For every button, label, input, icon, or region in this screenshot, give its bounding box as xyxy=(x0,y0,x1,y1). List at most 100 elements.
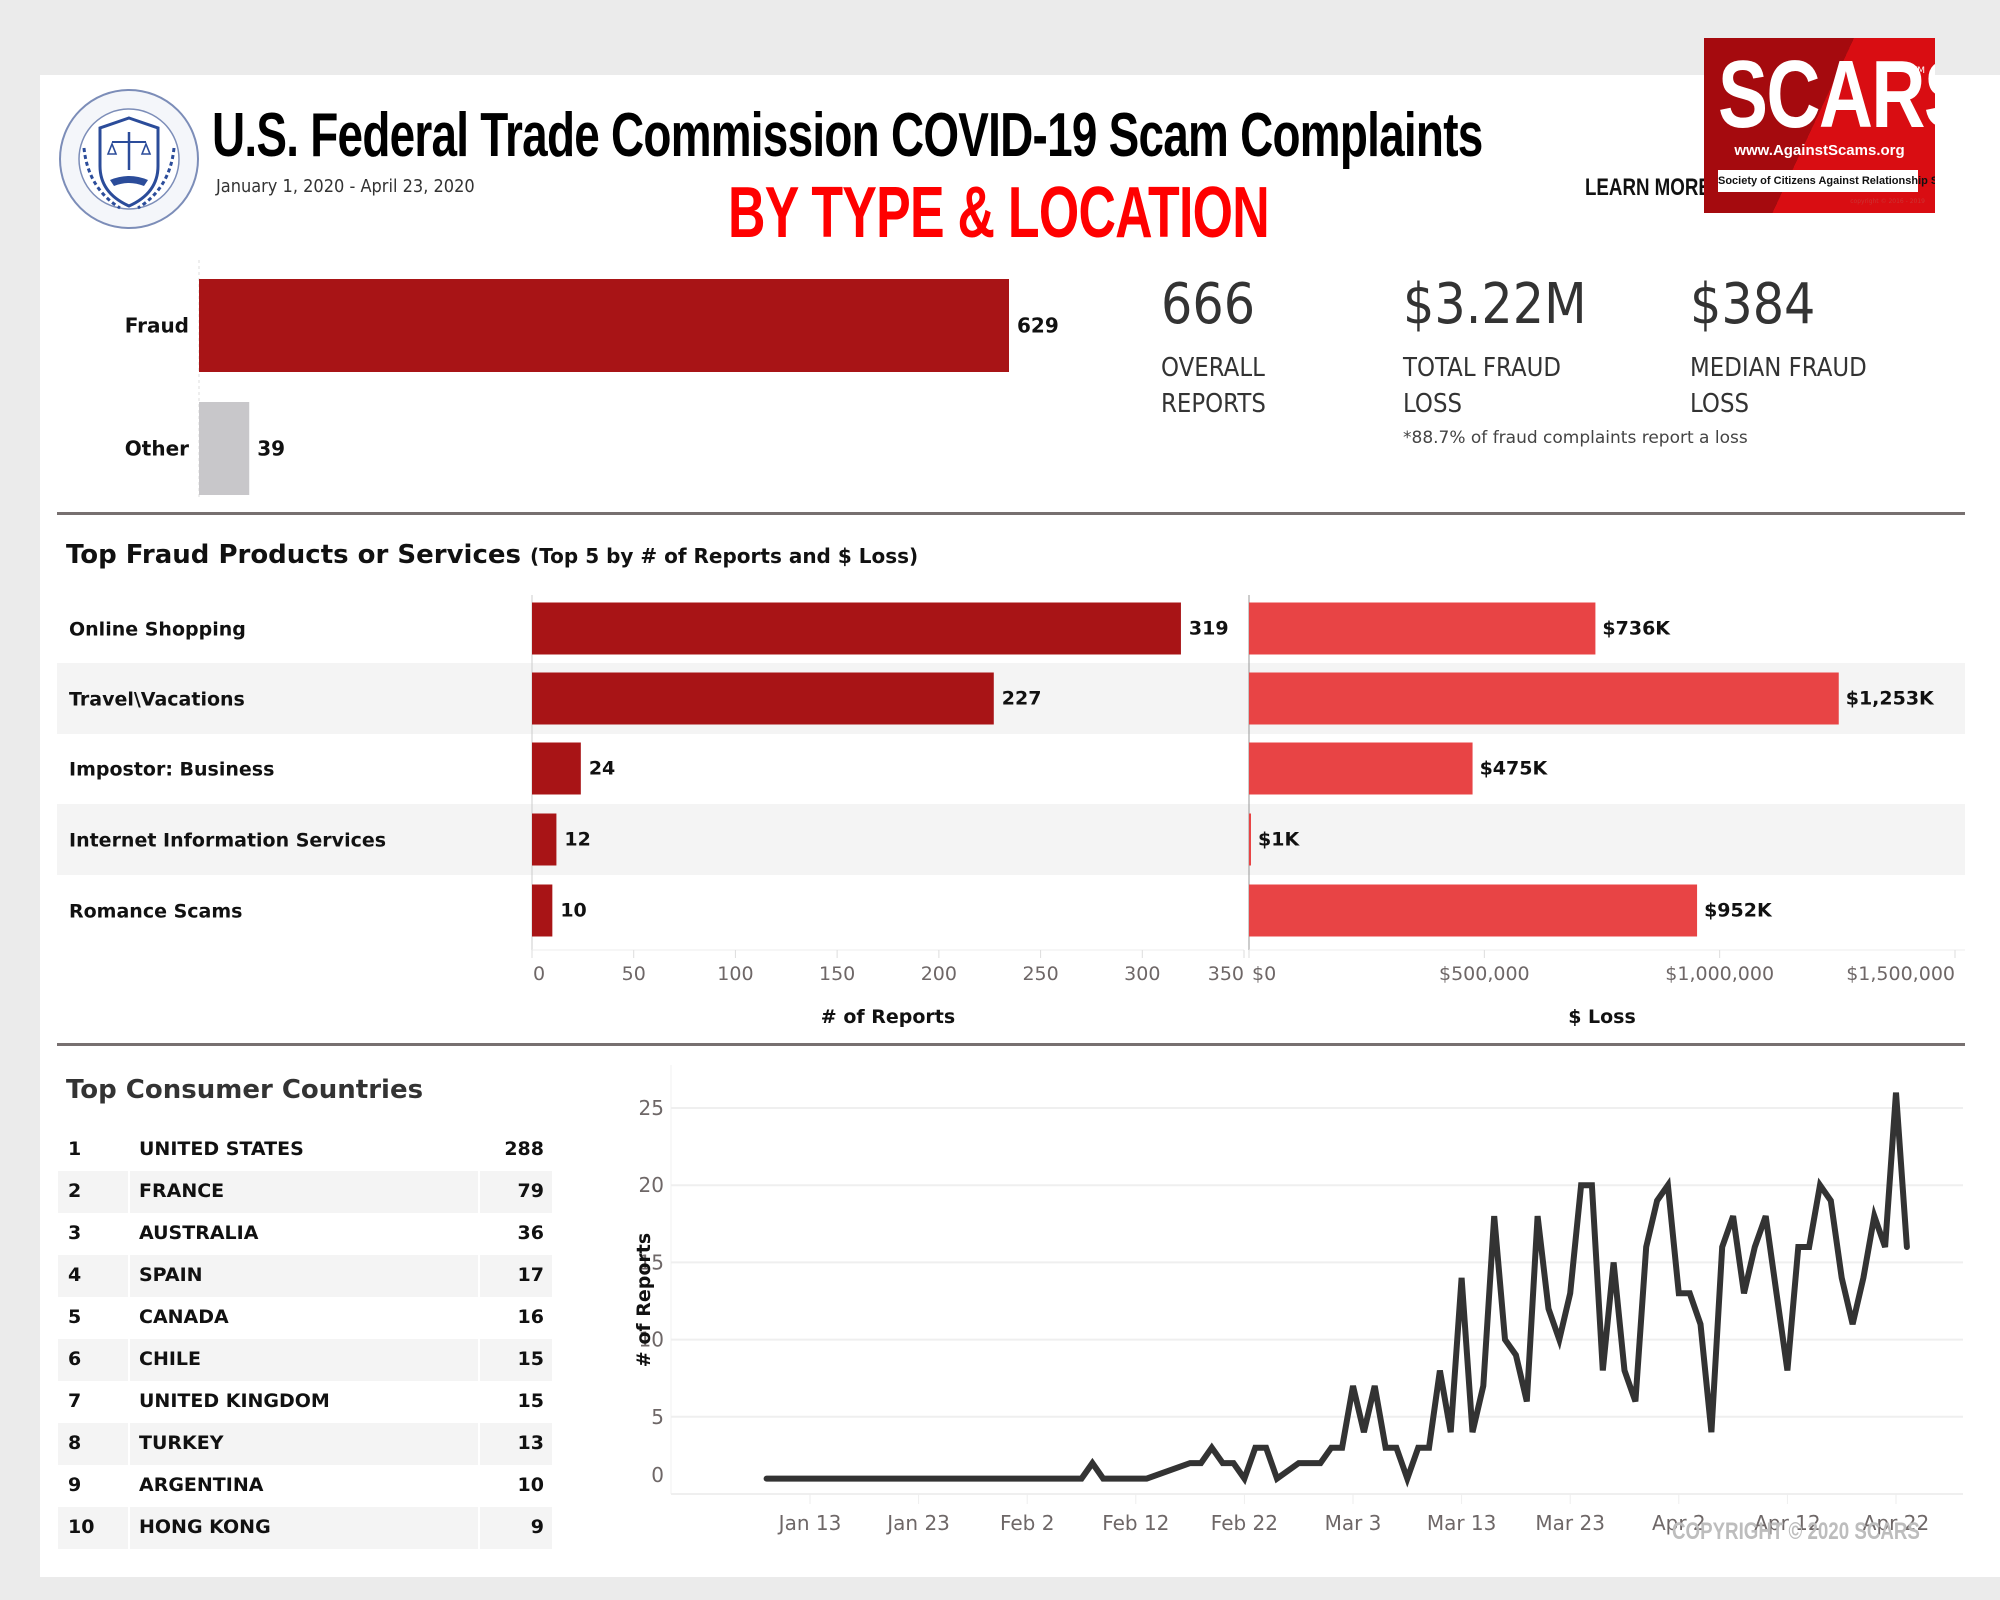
x-tick-label: Feb 12 xyxy=(1102,1511,1169,1535)
bar-fraud xyxy=(199,279,1009,372)
y-tick-label: 15 xyxy=(639,1250,664,1274)
page-title: U.S. Federal Trade Commission COVID-19 S… xyxy=(212,101,1483,170)
kpi-total-loss-label: TOTAL FRAUD LOSS xyxy=(1403,350,1561,422)
scars-logo[interactable]: SCARS TM www.AgainstScams.org Society of… xyxy=(1704,38,1935,213)
country-row: 2 FRANCE 79 xyxy=(58,1171,552,1213)
country-name: SPAIN xyxy=(139,1264,203,1286)
section-subtitle-text: (Top 5 by # of Reports and $ Loss) xyxy=(530,544,919,568)
x-tick-label: Apr 2 xyxy=(1652,1511,1706,1535)
kpi-overall-reports-value: 666 xyxy=(1161,272,1256,337)
loss-value-label: $736K xyxy=(1602,618,1671,640)
reports-tick-label: 300 xyxy=(1124,963,1160,985)
reports-tick-label: 0 xyxy=(533,963,545,985)
fraud-products-chart: Online Shopping 319 $736K Travel\Vacations 2… xyxy=(57,595,1965,1028)
cell-divider xyxy=(478,1171,480,1213)
kpi-label-line: MEDIAN FRAUD xyxy=(1690,353,1867,383)
reports-bar xyxy=(532,813,557,866)
reports-bar xyxy=(532,742,581,795)
loss-bar xyxy=(1249,742,1473,795)
country-row: 5 CANADA 16 xyxy=(58,1297,552,1339)
country-count: 16 xyxy=(517,1306,544,1328)
country-rank: 5 xyxy=(68,1306,82,1328)
country-count: 10 xyxy=(517,1474,544,1496)
country-rank: 9 xyxy=(68,1474,82,1496)
reports-axis-title: # of Reports xyxy=(821,1006,955,1028)
country-count: 13 xyxy=(517,1432,544,1454)
y-tick-label: 0 xyxy=(651,1463,664,1487)
cell-divider xyxy=(128,1507,130,1549)
reports-bar xyxy=(532,602,1181,655)
product-label: Internet Information Services xyxy=(69,830,386,852)
countries-table: 1 UNITED STATES 288 2 FRANCE 79 3 AUSTRALIA 36 4 S… xyxy=(58,1129,552,1549)
copyright-watermark: COPYRIGHT © 2020 SCARS xyxy=(1672,1518,1920,1545)
country-row: 9 ARGENTINA 10 xyxy=(58,1465,552,1507)
cell-divider xyxy=(128,1423,130,1465)
country-count: 9 xyxy=(530,1516,544,1538)
loss-tick-label: $500,000 xyxy=(1439,963,1530,985)
loss-bar xyxy=(1249,813,1251,866)
country-rank: 3 xyxy=(68,1222,82,1244)
country-name: UNITED STATES xyxy=(139,1138,304,1160)
y-axis-title: # of Reports xyxy=(633,1233,655,1367)
x-tick-label: Apr 22 xyxy=(1863,1511,1929,1535)
reports-value-label: 24 xyxy=(589,758,615,780)
cell-divider xyxy=(478,1423,480,1465)
reports-bar xyxy=(532,884,553,937)
reports-tick-label: 150 xyxy=(819,963,855,985)
country-rank: 1 xyxy=(68,1138,82,1160)
x-tick-label: Feb 2 xyxy=(1000,1511,1054,1535)
country-name: HONG KONG xyxy=(139,1516,271,1538)
reports-over-time-chart: 0 5 10 15 20 25 Jan 13 Jan 23 Feb 2 Feb 12 Feb 22 M… xyxy=(633,1065,1963,1535)
loss-axis-title: $ Loss xyxy=(1568,1006,1636,1028)
country-name: TURKEY xyxy=(139,1432,224,1454)
reports-bar xyxy=(532,672,994,725)
cell-divider xyxy=(128,1171,130,1213)
learn-more-link[interactable]: LEARN MORE xyxy=(1585,174,1711,201)
loss-value-label: $1,253K xyxy=(1846,688,1935,710)
loss-bar xyxy=(1249,884,1698,937)
country-count: 17 xyxy=(517,1264,544,1286)
page-subtitle: BY TYPE & LOCATION xyxy=(728,173,1270,253)
country-row: 7 UNITED KINGDOM 15 xyxy=(58,1381,552,1423)
cell-divider xyxy=(128,1339,130,1381)
product-label: Romance Scams xyxy=(69,901,242,923)
loss-bar xyxy=(1249,672,1839,725)
reports-value-label: 227 xyxy=(1002,688,1042,710)
scars-logo-text: SCARS xyxy=(1718,41,1935,148)
loss-tick-label: $0 xyxy=(1252,963,1276,985)
country-count: 79 xyxy=(517,1180,544,1202)
kpi-total-loss-value: $3.22M xyxy=(1403,272,1587,337)
country-rank: 4 xyxy=(68,1264,82,1286)
country-rank: 8 xyxy=(68,1432,82,1454)
kpi-overall-reports-label: OVERALL REPORTS xyxy=(1161,350,1266,422)
x-tick-label: Jan 13 xyxy=(777,1511,842,1535)
cell-divider xyxy=(478,1507,480,1549)
date-range: January 1, 2020 - April 23, 2020 xyxy=(216,176,475,197)
x-tick-label: Jan 23 xyxy=(885,1511,950,1535)
kpi-label-line: LOSS xyxy=(1403,389,1462,419)
kpi-label-line: OVERALL xyxy=(1161,353,1265,383)
loss-bar xyxy=(1249,602,1596,655)
value-label: 39 xyxy=(257,437,285,461)
section-divider xyxy=(57,512,1965,515)
section-title-text: Top Fraud Products or Services xyxy=(66,540,521,570)
reports-value-label: 319 xyxy=(1189,618,1229,640)
x-tick-label: Mar 23 xyxy=(1535,1511,1605,1535)
country-count: 288 xyxy=(504,1138,544,1160)
country-row: 6 CHILE 15 xyxy=(58,1339,552,1381)
country-rank: 6 xyxy=(68,1348,82,1370)
reports-value-label: 10 xyxy=(560,900,586,922)
scars-url: www.AgainstScams.org xyxy=(1734,142,1905,159)
product-label: Impostor: Business xyxy=(69,759,274,781)
country-name: ARGENTINA xyxy=(139,1474,264,1496)
type-bar-chart: Fraud 629 Other 39 xyxy=(125,260,1059,500)
product-label: Online Shopping xyxy=(69,619,246,641)
y-tick-label: 20 xyxy=(639,1173,664,1197)
kpi-label-line: TOTAL FRAUD xyxy=(1403,353,1562,383)
country-rank: 2 xyxy=(68,1180,82,1202)
reports-tick-label: 250 xyxy=(1022,963,1058,985)
x-tick-label: Feb 22 xyxy=(1211,1511,1278,1535)
bar-other xyxy=(199,402,250,495)
section-divider xyxy=(57,1043,1965,1046)
country-count: 15 xyxy=(517,1348,544,1370)
